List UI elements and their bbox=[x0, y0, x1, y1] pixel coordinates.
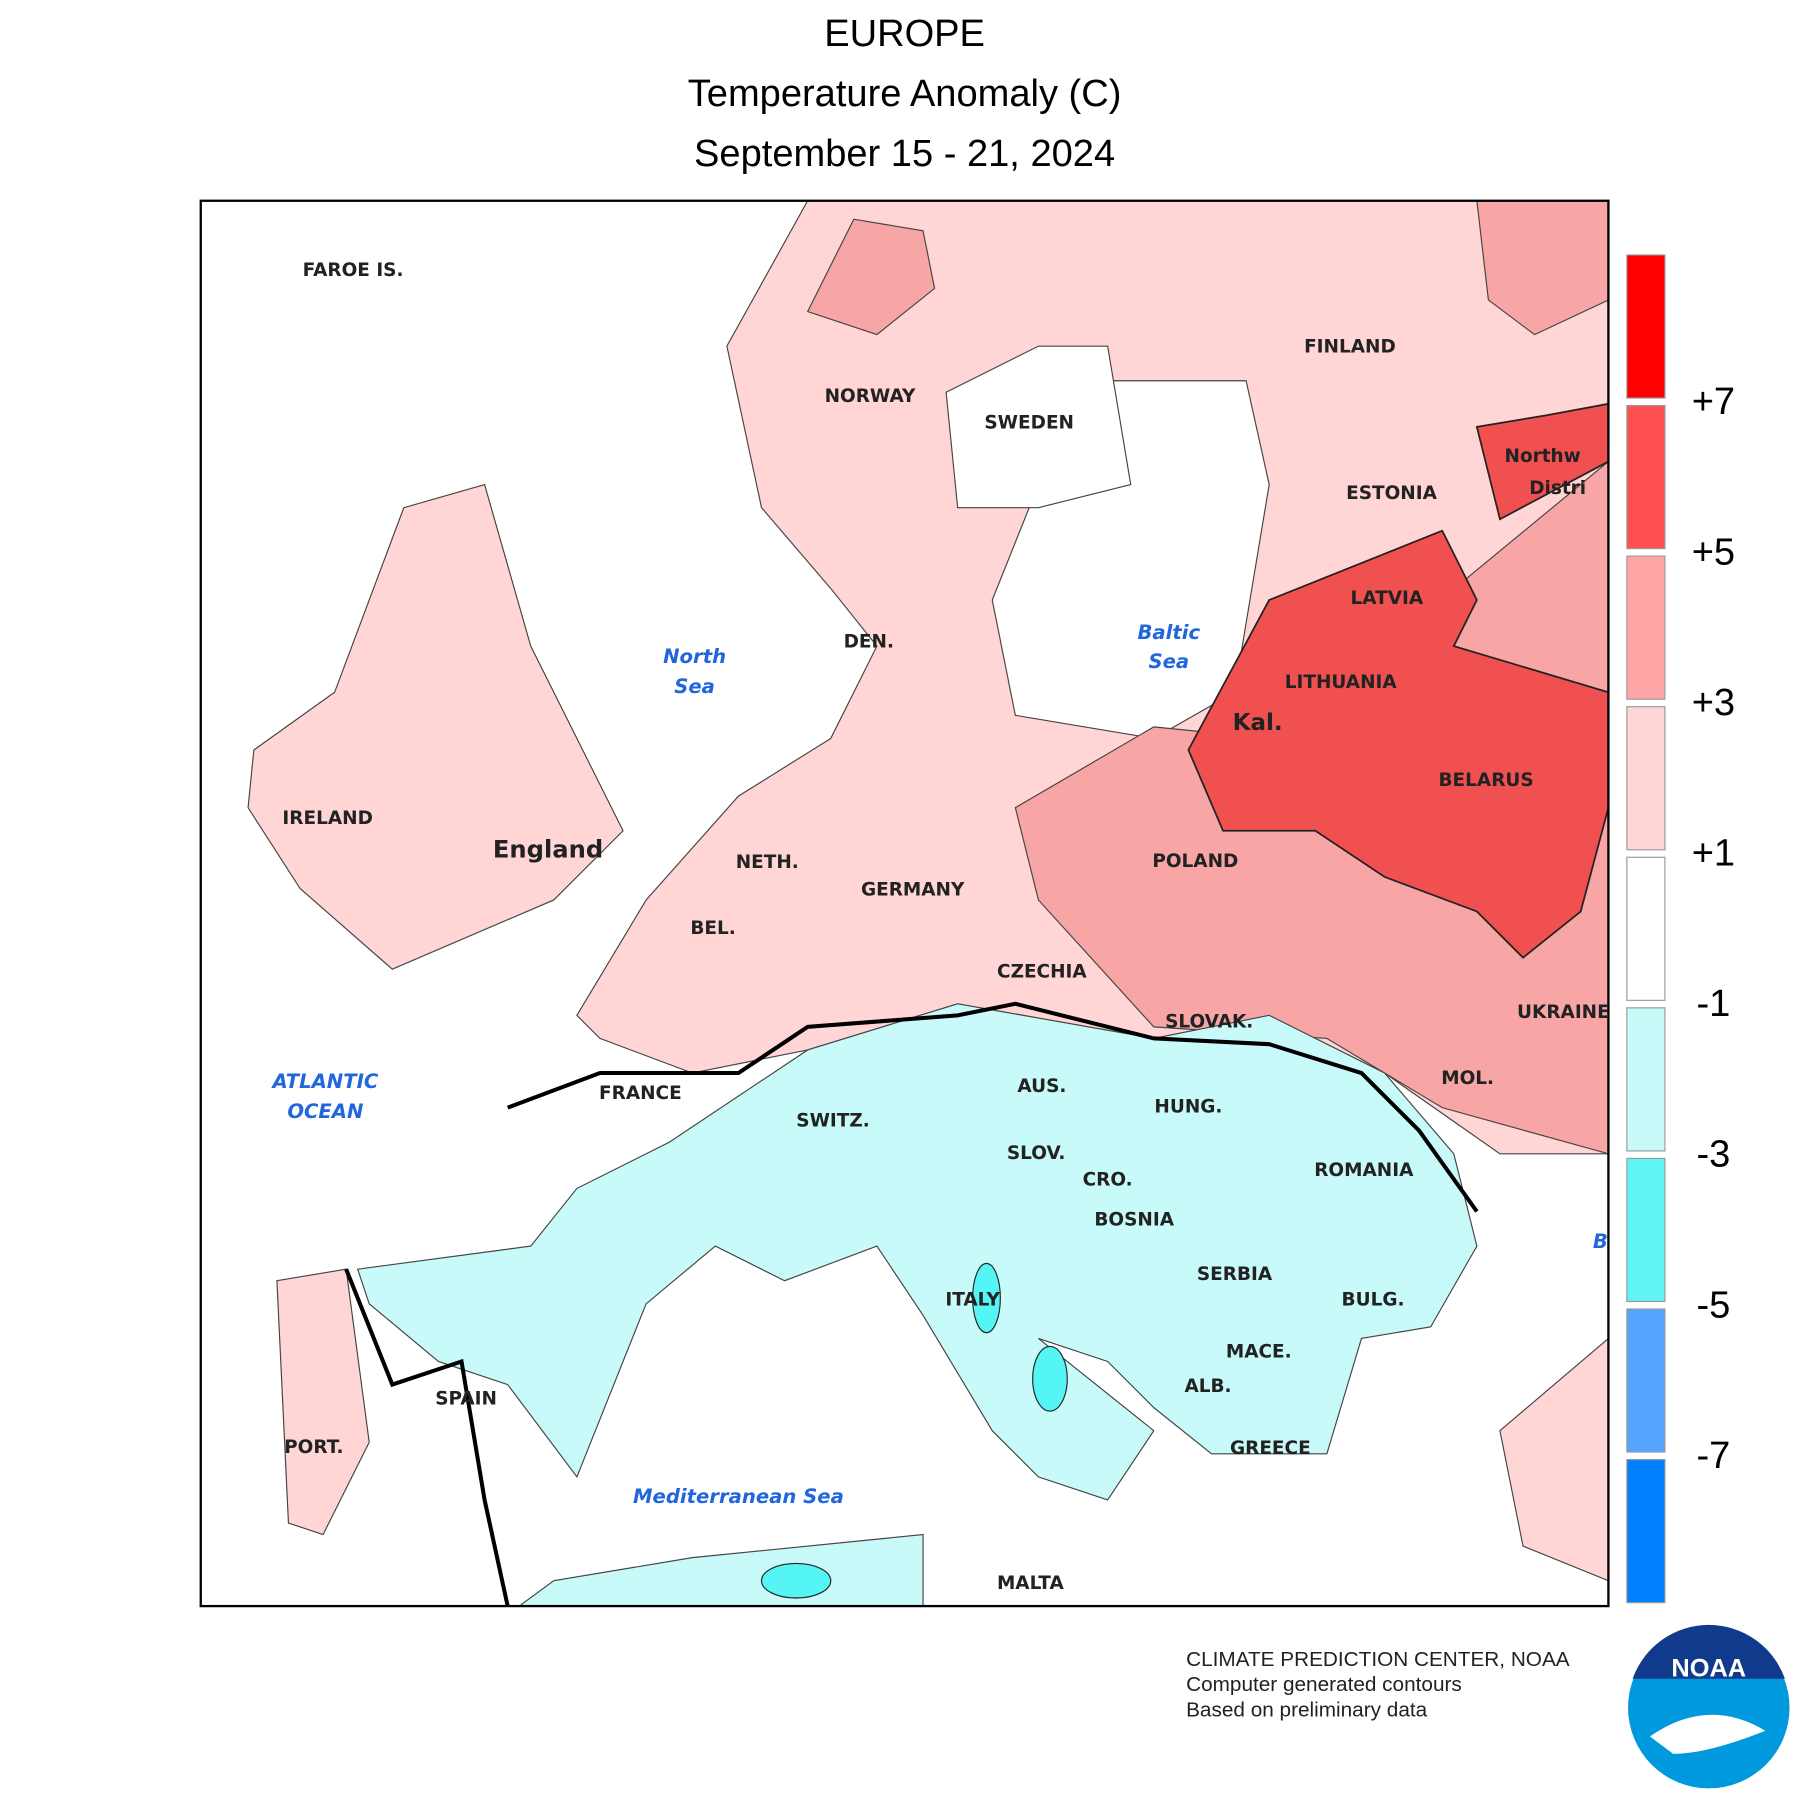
country-label: MOL. bbox=[1441, 1068, 1494, 1089]
country-label: Distri bbox=[1529, 478, 1586, 499]
subtitle: Temperature Anomaly (C) bbox=[688, 73, 1122, 115]
country-label: BEL. bbox=[690, 918, 735, 939]
map-frame bbox=[199, 199, 1610, 1608]
country-label: FRANCE bbox=[599, 1083, 682, 1104]
legend-label: +3 bbox=[1692, 682, 1735, 724]
country-label: LITHUANIA bbox=[1285, 672, 1398, 693]
water-label: Sea bbox=[1148, 650, 1189, 673]
country-label: IRELAND bbox=[282, 808, 372, 829]
country-label: ESTONIA bbox=[1346, 483, 1437, 504]
legend-label: -1 bbox=[1696, 983, 1730, 1025]
country-label: FAROE IS. bbox=[303, 260, 404, 281]
country-label: NORWAY bbox=[825, 386, 916, 407]
legend-swatch bbox=[1626, 856, 1666, 1001]
legend-swatch bbox=[1626, 706, 1666, 851]
country-label: HUNG. bbox=[1154, 1097, 1222, 1118]
country-label: SWEDEN bbox=[984, 412, 1074, 433]
credit: Based on preliminary data bbox=[1186, 1699, 1428, 1722]
legend-label: +5 bbox=[1692, 531, 1735, 573]
contour-line bbox=[344, 1268, 510, 1607]
cyan-region bbox=[356, 1003, 1478, 1501]
country-label: POLAND bbox=[1152, 851, 1238, 872]
credit: Computer generated contours bbox=[1186, 1673, 1462, 1696]
water-label: Baltic bbox=[1137, 621, 1200, 644]
medium-region bbox=[806, 218, 936, 336]
country-label: MALTA bbox=[997, 1573, 1065, 1594]
cyan-patch bbox=[1032, 1345, 1068, 1412]
credit: CLIMATE PREDICTION CENTER, NOAA bbox=[1186, 1648, 1570, 1671]
logo-top bbox=[1632, 1624, 1785, 1679]
country-label: BELARUS bbox=[1438, 770, 1533, 791]
red-region bbox=[1187, 529, 1609, 959]
country-label: ROMANIA bbox=[1314, 1160, 1414, 1181]
country-label: SPAIN bbox=[435, 1389, 497, 1410]
medium-region bbox=[1476, 200, 1609, 336]
legend-swatch bbox=[1626, 254, 1666, 399]
country-label: SLOV. bbox=[1007, 1143, 1066, 1164]
country-label: SLOVAK. bbox=[1165, 1011, 1253, 1032]
legend-swatch bbox=[1626, 404, 1666, 550]
country-label: Kal. bbox=[1233, 710, 1283, 736]
country-label: NETH. bbox=[736, 852, 799, 873]
country-label: LATVIA bbox=[1351, 588, 1424, 609]
legend-swatch bbox=[1626, 1308, 1666, 1453]
country-label: BULG. bbox=[1342, 1289, 1405, 1310]
water-label: ATLANTIC bbox=[270, 1070, 378, 1093]
water-label: Mediterranean Sea bbox=[633, 1485, 844, 1508]
country-label: ITALY bbox=[945, 1289, 1000, 1310]
country-label: England bbox=[493, 835, 603, 863]
country-label: GREECE bbox=[1230, 1438, 1311, 1459]
legend-label: -5 bbox=[1696, 1284, 1730, 1326]
legend-label: -3 bbox=[1696, 1134, 1730, 1176]
cyan-patch bbox=[972, 1262, 1001, 1334]
contour-line bbox=[506, 1001, 1479, 1213]
legend-swatch bbox=[1626, 1458, 1666, 1604]
country-label: SERBIA bbox=[1197, 1264, 1273, 1285]
water-label: OCEAN bbox=[287, 1100, 363, 1123]
country-label: PORT. bbox=[284, 1437, 343, 1458]
pink-region bbox=[276, 1268, 370, 1536]
country-label: BOSNIA bbox=[1094, 1210, 1174, 1231]
country-label: FINLAND bbox=[1304, 336, 1396, 357]
country-label: AUS. bbox=[1017, 1076, 1066, 1097]
country-label: UKRAINE bbox=[1517, 1002, 1610, 1023]
country-label: GERMANY bbox=[861, 880, 965, 901]
red-region bbox=[1475, 402, 1609, 521]
cyan-patch bbox=[760, 1562, 832, 1599]
legend-label: +7 bbox=[1692, 381, 1735, 423]
country-label: Northw bbox=[1505, 446, 1581, 467]
water-label: Sea bbox=[674, 675, 715, 698]
map-labels: FAROE IS. FINLAND NORWAY SWEDEN ESTONIA North… bbox=[270, 260, 1609, 1594]
legend-swatch bbox=[1626, 1007, 1666, 1152]
date-range: September 15 - 21, 2024 bbox=[694, 133, 1115, 175]
country-label: CRO. bbox=[1083, 1169, 1133, 1190]
legend-label: +1 bbox=[1692, 833, 1735, 875]
map bbox=[247, 200, 1609, 1607]
legend-label: -7 bbox=[1696, 1435, 1730, 1477]
legend-swatch bbox=[1626, 555, 1666, 700]
title: EUROPE bbox=[824, 13, 985, 55]
country-label: SWITZ. bbox=[796, 1110, 869, 1131]
country-label: CZECHIA bbox=[997, 962, 1087, 983]
legend: +7 +5 +3 +1 -1 -3 -5 -7 bbox=[1626, 254, 1735, 1604]
country-label: ALB. bbox=[1184, 1376, 1231, 1397]
logo-bird bbox=[1649, 1714, 1766, 1754]
pink-region bbox=[1499, 1337, 1609, 1582]
water-label: B bbox=[1593, 1230, 1608, 1253]
country-label: DEN. bbox=[844, 632, 894, 653]
white-region bbox=[945, 345, 1132, 509]
legend-swatch bbox=[1626, 1157, 1666, 1303]
pink-region bbox=[247, 483, 624, 970]
country-label: MACE. bbox=[1226, 1341, 1292, 1362]
water-label: North bbox=[663, 645, 726, 668]
logo-text: NOAA bbox=[1671, 1654, 1746, 1682]
